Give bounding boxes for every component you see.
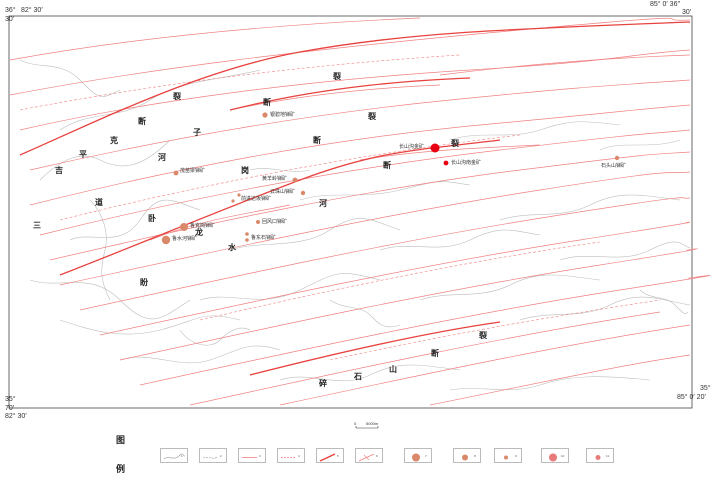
fault-label: 道 — [95, 198, 103, 207]
mine-label: 茂苗梁锑矿 — [180, 168, 206, 174]
corner-top-left-lon: 82° 30′ — [21, 7, 43, 14]
legend-swatch-fault: 3 — [238, 448, 266, 463]
mine-marker — [443, 160, 449, 166]
fault-label: 河 — [158, 153, 166, 162]
fault-label: 卧 — [148, 214, 156, 223]
fault-label: 石 — [354, 372, 362, 381]
fault-label: 子 — [193, 128, 201, 137]
fault-lines-dashed — [19, 54, 661, 361]
fault-label: 吉 — [55, 166, 63, 175]
fault-label: 河 — [319, 199, 327, 208]
scale-zero: 0 — [354, 421, 357, 426]
corner-top-left-lat: 36° — [5, 7, 16, 14]
mine-marker — [300, 190, 306, 196]
fault-label: 裂 — [368, 112, 376, 121]
mine-label: 长山沟金矿 — [399, 144, 425, 150]
mine-label: 前进达坂锑矿 — [241, 196, 272, 202]
legend-title-2: 例 — [116, 465, 126, 475]
fault-label: 断 — [313, 136, 321, 145]
legend-num: 11 — [606, 454, 610, 458]
mine-marker — [256, 220, 260, 224]
corner-bottom-left-min: 70′ — [5, 405, 15, 412]
mine-marker — [161, 235, 171, 245]
legend-num: 2 — [220, 454, 222, 458]
fault-label: 断 — [383, 161, 391, 170]
mine-label: 银碧地锑矿 — [270, 112, 296, 118]
fault-label: 碎 — [319, 379, 327, 388]
legend-num: 3 — [259, 454, 261, 458]
fault-label: 龙 — [195, 228, 203, 237]
scale-length: 5000m — [366, 421, 379, 426]
fault-label: 盼 — [140, 278, 148, 287]
mine-label: 长山沟南金矿 — [451, 160, 482, 166]
legend-num: 1 — [181, 454, 183, 458]
fault-lines — [9, 17, 711, 406]
geological-boundaries — [19, 59, 691, 391]
legend-swatch-boundary: 1 — [160, 448, 188, 463]
corner-bottom-left-lat: 35° — [5, 396, 16, 403]
mine-marker-large — [430, 143, 440, 153]
fault-label: 三 — [33, 221, 41, 230]
mine-label: 云珠山锑矿 — [270, 189, 296, 195]
mine-label: 鲁水河锑矿 — [172, 236, 198, 242]
mine-marker — [237, 193, 241, 197]
mine-marker — [245, 238, 249, 242]
legend-swatch-gold-large: 10 — [541, 448, 569, 463]
fault-label: 平 — [79, 150, 87, 159]
legend-swatch-gold-small: 11 — [586, 448, 614, 463]
legend-swatch-boundary-2: 2 — [199, 448, 227, 463]
corner-bottom-right-lon: 85° 0′ 20′ — [677, 394, 706, 401]
fault-label: 岗 — [241, 166, 249, 175]
fault-label: 山 — [389, 365, 397, 374]
mine-marker — [231, 199, 235, 203]
mine-marker — [173, 170, 179, 176]
fault-label: 裂 — [479, 331, 487, 340]
corner-top-left-min: 30′ — [5, 16, 15, 23]
mine-marker — [262, 112, 268, 118]
legend-swatch-mine-medium: 8 — [453, 448, 481, 463]
mine-marker — [245, 232, 249, 236]
mine-marker — [292, 177, 298, 183]
fault-label: 水 — [228, 243, 236, 252]
corner-bottom-right-lat: 35° — [700, 385, 711, 392]
scale-bar — [355, 426, 379, 429]
mine-label: 石头山锑矿 — [601, 163, 627, 169]
legend-num: 10 — [561, 454, 565, 458]
legend-swatch-major-fault: 5 — [316, 448, 344, 463]
mine-marker — [180, 223, 188, 231]
legend-num: 9 — [515, 454, 517, 458]
legend-num: 4 — [298, 454, 300, 458]
legend-swatch-fault-dashed: 4 — [277, 448, 305, 463]
mine-marker — [614, 155, 620, 161]
legend-swatch-thrust-fault: 6 — [355, 448, 383, 463]
mine-markers — [161, 112, 620, 245]
corner-top-right-min: 30′ — [682, 9, 692, 16]
legend-num: 7 — [425, 454, 427, 458]
corner-bottom-left-lon: 82° 30′ — [5, 413, 27, 420]
fault-label: 克 — [110, 136, 118, 145]
legend-swatch-mine-small: 9 — [494, 448, 522, 463]
mine-label: 鲁东石锑矿 — [251, 235, 277, 241]
legend-num: 8 — [474, 454, 476, 458]
fault-label: 裂 — [173, 92, 181, 101]
mine-label: 黄羊岭锑矿 — [262, 176, 288, 182]
fault-label: 断 — [431, 349, 439, 358]
major-faults — [19, 21, 691, 376]
fault-label: 断 — [263, 98, 271, 107]
mine-label: 鲁克岗锑矿 — [190, 223, 216, 229]
legend-num: 5 — [337, 454, 339, 458]
mine-label: 回风口锑矿 — [262, 219, 288, 225]
fault-label: 裂 — [333, 72, 341, 81]
fault-label: 裂 — [451, 139, 459, 148]
legend-num: 6 — [376, 454, 378, 458]
legend-swatch-mine-large: 7 — [404, 448, 432, 463]
fault-label: 断 — [138, 117, 146, 126]
map-frame — [8, 15, 693, 409]
corner-top-right-lon: 85° 0′ 36″ — [650, 1, 680, 8]
legend-title-1: 图 — [116, 436, 126, 446]
